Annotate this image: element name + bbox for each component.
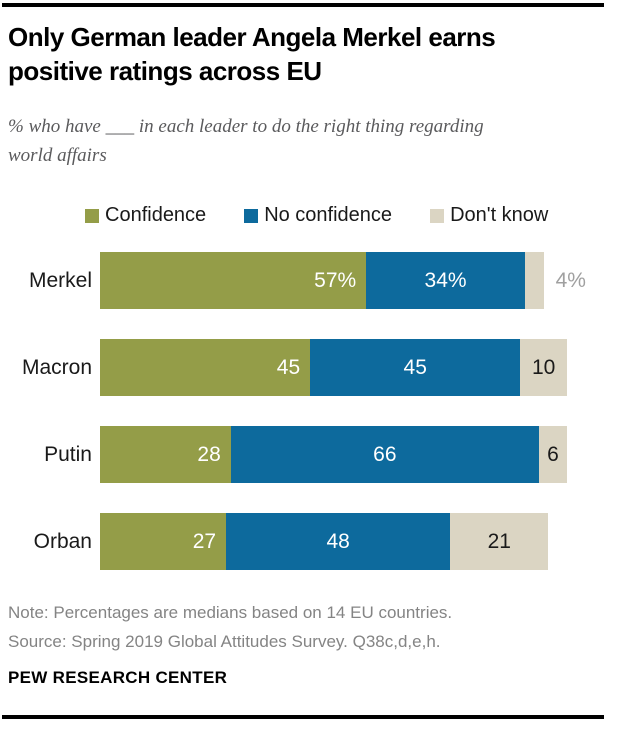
bar-track: 27 48 21 — [100, 513, 549, 570]
bottom-rule — [2, 715, 604, 719]
bar-track: 45 45 10 — [100, 339, 567, 396]
bar-row-macron: Macron 45 45 10 — [0, 339, 624, 396]
bar-segment-don-t-know: 6 — [538, 426, 567, 483]
bar-segment-no-confidence: 45 — [310, 339, 521, 396]
bar-segment-confidence: 45 — [100, 339, 311, 396]
legend-label-confidence: Confidence — [105, 204, 207, 226]
bar-segment-don-t-know — [524, 252, 544, 309]
bar-row-putin: Putin 28 66 6 — [0, 426, 624, 483]
category-label: Merkel — [28, 268, 92, 292]
bar-row-merkel: Merkel 57% 34% 4% — [0, 252, 624, 309]
value-label: 45 — [403, 355, 427, 379]
bar-segment-confidence: 28 — [100, 426, 231, 483]
legend-item-don-t-know: Don't know — [430, 204, 548, 227]
chart-subtitle: % who have ___ in each leader to do the … — [8, 116, 484, 166]
legend-swatch-no-confidence-icon — [244, 208, 259, 223]
value-label: 27 — [192, 529, 217, 553]
bar-track: 28 66 6 — [100, 426, 567, 483]
legend: Confidence No confidence Don't know — [85, 204, 548, 227]
bar-segment-no-confidence: 48 — [226, 513, 451, 570]
top-rule — [2, 3, 604, 7]
bar-segment-confidence: 57% — [100, 252, 367, 309]
legend-swatch-don-t-know-icon — [430, 208, 445, 223]
value-label: 66 — [373, 442, 397, 466]
value-label: 57% — [314, 268, 357, 292]
category-label: Orban — [33, 529, 92, 553]
outside-value-label: 4% — [555, 268, 586, 292]
value-label: 45 — [276, 355, 301, 379]
bar-segment-no-confidence: 34% — [366, 252, 525, 309]
bar-segment-no-confidence: 66 — [230, 426, 539, 483]
category-label: Macron — [21, 355, 92, 379]
stacked-bar-chart: Merkel 57% 34% 4% Macron 45 45 10 Putin 28 66 6 Orba… — [0, 252, 624, 600]
notes-block: Note: Percentages are medians based on 1… — [8, 598, 452, 656]
source-text: Source: Spring 2019 Global Attitudes Sur… — [8, 632, 441, 651]
bar-segment-don-t-know: 21 — [450, 513, 549, 570]
value-label: 48 — [326, 529, 350, 553]
bar-segment-don-t-know: 10 — [520, 339, 567, 396]
legend-label-don-t-know: Don't know — [450, 204, 549, 226]
bar-track: 57% 34% — [100, 252, 544, 309]
value-label: 6 — [547, 442, 559, 466]
value-label: 21 — [487, 529, 511, 553]
category-label: Putin — [44, 442, 92, 466]
legend-item-confidence: Confidence — [85, 204, 206, 227]
chart-title: Only German leader Angela Merkel earns p… — [8, 22, 496, 86]
legend-item-no-confidence: No confidence — [244, 204, 392, 227]
legend-label-no-confidence: No confidence — [264, 204, 393, 226]
value-label: 28 — [197, 442, 221, 466]
bar-segment-confidence: 27 — [100, 513, 227, 570]
brand-footer: PEW RESEARCH CENTER — [8, 668, 228, 687]
bar-row-orban: Orban 27 48 21 — [0, 513, 624, 570]
value-label: 34% — [424, 268, 467, 292]
value-label: 10 — [531, 355, 556, 379]
note-text: Note: Percentages are medians based on 1… — [8, 603, 453, 622]
legend-swatch-confidence-icon — [85, 208, 99, 223]
